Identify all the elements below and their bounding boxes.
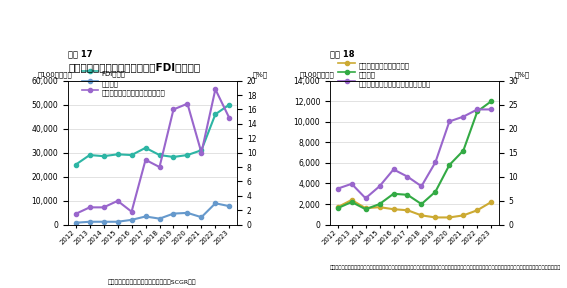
うち中国 <box>198 215 205 219</box>
全体に占める中国の割合（右軸） <box>226 116 232 120</box>
FDI実現額 <box>73 163 79 166</box>
FDI実現額 <box>212 113 219 116</box>
Text: （100万ドル）: （100万ドル） <box>299 71 335 78</box>
全体に占める中国の割合（右軸） <box>184 102 191 105</box>
Text: （%）: （%） <box>252 71 268 78</box>
Text: 図表 17: 図表 17 <box>68 49 92 58</box>
FDI実現額 <box>198 149 205 152</box>
自動車・その他の輸送機器 <box>446 216 453 219</box>
全体に占める金属などの割合（右軸） <box>460 115 467 118</box>
金属など <box>418 202 425 206</box>
うち中国 <box>226 204 232 208</box>
FDI実現額 <box>184 153 191 157</box>
うち中国 <box>184 211 191 215</box>
自動車・その他の輸送機器 <box>348 198 355 202</box>
FDI実現額 <box>128 153 135 157</box>
自動車・その他の輸送機器 <box>488 200 494 204</box>
Line: FDI実現額: FDI実現額 <box>74 103 231 167</box>
Text: うち中国: うち中国 <box>102 80 119 86</box>
全体に占める中国の割合（右軸） <box>114 199 121 203</box>
全体に占める金属などの割合（右軸） <box>418 185 425 188</box>
全体に占める金属などの割合（右軸） <box>432 160 439 164</box>
FDI実現額 <box>156 153 163 157</box>
Text: （出所）インドネシア投資調整庁よりSCGR作成: （出所）インドネシア投資調整庁よりSCGR作成 <box>108 279 197 285</box>
うち中国 <box>142 215 149 218</box>
金属など <box>446 163 453 167</box>
金属など <box>474 110 481 113</box>
Text: インドネシア・海外直接投資（FDI）実現額: インドネシア・海外直接投資（FDI）実現額 <box>68 62 200 72</box>
金属など <box>460 149 467 152</box>
うち中国 <box>100 220 107 223</box>
全体に占める金属などの割合（右軸） <box>474 108 481 111</box>
全体に占める中国の割合（右軸） <box>100 206 107 209</box>
Text: 全体に占める金属などの割合（右軸）: 全体に占める金属などの割合（右軸） <box>359 81 431 87</box>
金属など <box>488 99 494 103</box>
金属など <box>335 206 341 210</box>
全体に占める中国の割合（右軸） <box>128 210 135 213</box>
FDI実現額 <box>100 154 107 158</box>
全体に占める中国の割合（右軸） <box>73 212 79 215</box>
全体に占める金属などの割合（右軸） <box>446 120 453 123</box>
うち中国 <box>73 221 79 224</box>
全体に占める金属などの割合（右軸） <box>348 182 355 185</box>
自動車・その他の輸送機器 <box>362 206 369 210</box>
自動車・その他の輸送機器 <box>390 207 397 211</box>
全体に占める金属などの割合（右軸） <box>488 108 494 111</box>
金属など <box>432 190 439 194</box>
全体に占める中国の割合（右軸） <box>156 165 163 169</box>
金属など <box>404 193 411 196</box>
Text: 図表 18: 図表 18 <box>330 49 354 58</box>
Text: FDI実現額: FDI実現額 <box>102 71 126 77</box>
Line: 自動車・その他の輸送機器: 自動車・その他の輸送機器 <box>336 198 493 219</box>
うち中国 <box>212 202 219 205</box>
うち中国 <box>128 218 135 221</box>
Line: 金属など: 金属など <box>336 99 493 211</box>
FDI実現額 <box>86 153 93 157</box>
全体に占める金属などの割合（右軸） <box>404 175 411 178</box>
Text: 金属など: 金属など <box>359 71 376 78</box>
全体に占める金属などの割合（右軸） <box>335 187 341 190</box>
Text: （%）: （%） <box>514 71 530 78</box>
Text: （注）「金属など」は、基本金属・金属製品・非機械類・装備。基本金属にはフェロニッケルを含む鉄、鋼、アルミニウム、鋼などの金属の初期加工品が含まれる。: （注）「金属など」は、基本金属・金属製品・非機械類・装備。基本金属にはフェロニッ… <box>330 265 561 270</box>
全体に占める金属などの割合（右軸） <box>390 168 397 171</box>
全体に占める中国の割合（右軸） <box>212 88 219 91</box>
Line: 全体に占める金属などの割合（右軸）: 全体に占める金属などの割合（右軸） <box>336 107 493 200</box>
自動車・その他の輸送機器 <box>376 205 383 209</box>
自動車・その他の輸送機器 <box>418 214 425 217</box>
うち中国 <box>86 220 93 223</box>
全体に占める中国の割合（右軸） <box>198 151 205 154</box>
Text: （100万ドル）: （100万ドル） <box>37 71 73 78</box>
自動車・その他の輸送機器 <box>460 214 467 217</box>
自動車・その他の輸送機器 <box>335 205 341 209</box>
FDI実現額 <box>114 153 121 156</box>
Text: 自動車・その他の輸送機器: 自動車・その他の輸送機器 <box>359 62 410 69</box>
FDI実現額 <box>142 146 149 149</box>
金属など <box>390 192 397 196</box>
金属など <box>376 202 383 206</box>
FDI実現額 <box>170 155 177 159</box>
全体に占める金属などの割合（右軸） <box>362 196 369 200</box>
全体に占める金属などの割合（右軸） <box>376 185 383 188</box>
うち中国 <box>114 220 121 223</box>
Text: 全体に占める中国の割合（右軸）: 全体に占める中国の割合（右軸） <box>102 89 166 96</box>
金属など <box>362 207 369 211</box>
金属など <box>348 200 355 204</box>
自動車・その他の輸送機器 <box>404 209 411 212</box>
全体に占める中国の割合（右軸） <box>86 206 93 209</box>
自動車・その他の輸送機器 <box>474 209 481 212</box>
うち中国 <box>170 212 177 215</box>
全体に占める中国の割合（右軸） <box>142 158 149 162</box>
うち中国 <box>156 217 163 220</box>
Line: うち中国: うち中国 <box>74 201 231 225</box>
自動車・その他の輸送機器 <box>432 216 439 219</box>
Line: 全体に占める中国の割合（右軸）: 全体に占める中国の割合（右軸） <box>74 87 231 216</box>
FDI実現額 <box>226 103 232 106</box>
全体に占める中国の割合（右軸） <box>170 108 177 111</box>
